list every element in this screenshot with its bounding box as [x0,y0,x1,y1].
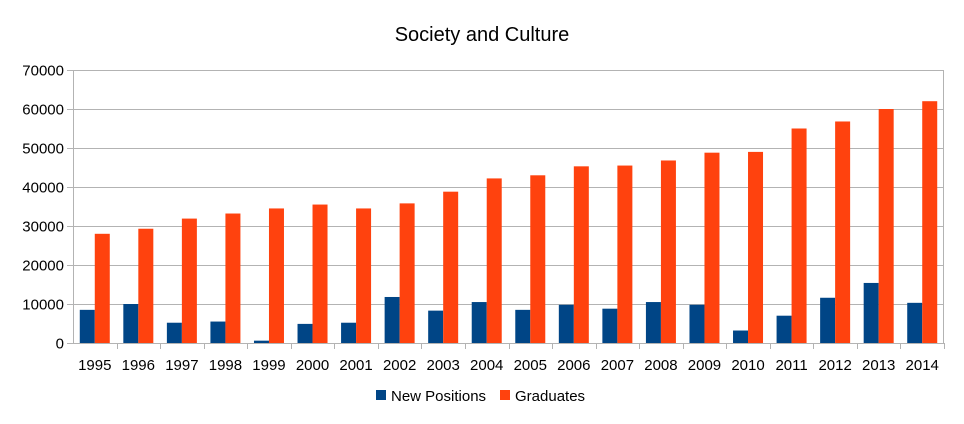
bar-graduates [878,109,894,343]
bar-graduates [748,151,764,343]
bars [79,101,938,343]
x-tick-label: 2008 [644,357,677,374]
x-tick-label: 2013 [862,357,895,374]
x-axis-tick-labels: 1995 1996 1997 1998 1999 2000 2001 2002 2003 2004… [78,357,939,374]
x-tick-label: 1995 [78,357,111,374]
bar-graduates [312,204,328,343]
bar-new-positions [907,302,923,343]
x-tick-label: 2003 [426,357,459,374]
bar-new-positions [645,302,661,343]
y-tick-label: 70000 [22,63,64,80]
bar-graduates [225,213,241,343]
bar-graduates [399,203,415,343]
bar-graduates [181,218,197,343]
x-tick-label: 2007 [601,357,634,374]
x-tick-label: 2011 [775,357,807,374]
legend-label: Graduates [515,388,585,405]
bar-new-positions [384,296,400,343]
bar-new-positions [733,330,749,343]
bar-graduates [617,165,633,343]
legend-item-graduates: Graduates [500,388,585,405]
legend: New Positions Graduates [376,388,585,405]
bar-graduates [835,121,851,343]
bar-new-positions [341,322,357,343]
bar-graduates [138,228,154,343]
y-tick-label: 60000 [22,102,64,119]
x-tick-label: 2001 [339,357,372,374]
bar-new-positions [776,315,792,343]
bar-graduates [356,208,372,343]
bar-new-positions [123,304,139,343]
y-tick-label: 50000 [22,141,64,158]
bar-new-positions [863,282,879,343]
grid-lines [67,70,945,349]
legend-swatch [500,390,510,400]
x-tick-label: 2002 [383,357,416,374]
bar-new-positions [689,304,705,343]
x-tick-label: 1999 [252,357,285,374]
x-tick-label: 1998 [209,357,242,374]
bar-graduates [704,152,720,343]
x-tick-label: 2004 [470,357,503,374]
bar-graduates [660,160,676,343]
x-tick-label: 2005 [514,357,547,374]
bar-graduates [443,191,459,343]
bar-new-positions [253,340,269,343]
y-tick-label: 20000 [22,258,64,275]
y-axis-tick-labels: 0 10000 20000 30000 40000 50000 60000 70000 [22,63,64,353]
bar-new-positions [79,309,95,343]
bar-new-positions [820,297,836,343]
x-tick-label: 2014 [906,357,939,374]
x-tick-label: 1996 [122,357,155,374]
x-tick-label: 2000 [296,357,329,374]
y-tick-label: 30000 [22,219,64,236]
bar-new-positions [297,323,313,343]
y-tick-label: 0 [56,336,64,353]
bar-graduates [94,233,110,343]
bar-new-positions [428,310,444,343]
x-tick-label: 2006 [557,357,590,374]
x-tick-label: 1997 [165,357,198,374]
bar-new-positions [166,322,182,343]
bar-graduates [922,101,938,343]
x-tick-label: 2010 [731,357,764,374]
x-tick-label: 2012 [818,357,851,374]
legend-label: New Positions [391,388,486,405]
bar-graduates [573,166,589,343]
legend-swatch [376,390,386,400]
bar-graduates [486,178,502,343]
y-tick-label: 40000 [22,180,64,197]
bar-graduates [268,208,284,343]
y-tick-label: 10000 [22,297,64,314]
bar-new-positions [558,304,574,343]
bar-new-positions [471,302,487,343]
x-tick-label: 2009 [688,357,721,374]
bar-new-positions [602,308,618,343]
bar-new-positions [210,321,226,343]
bar-graduates [530,175,546,343]
chart-title: Society and Culture [395,24,570,46]
legend-item-new-positions: New Positions [376,388,486,405]
bar-new-positions [515,309,531,343]
bar-graduates [791,128,807,343]
